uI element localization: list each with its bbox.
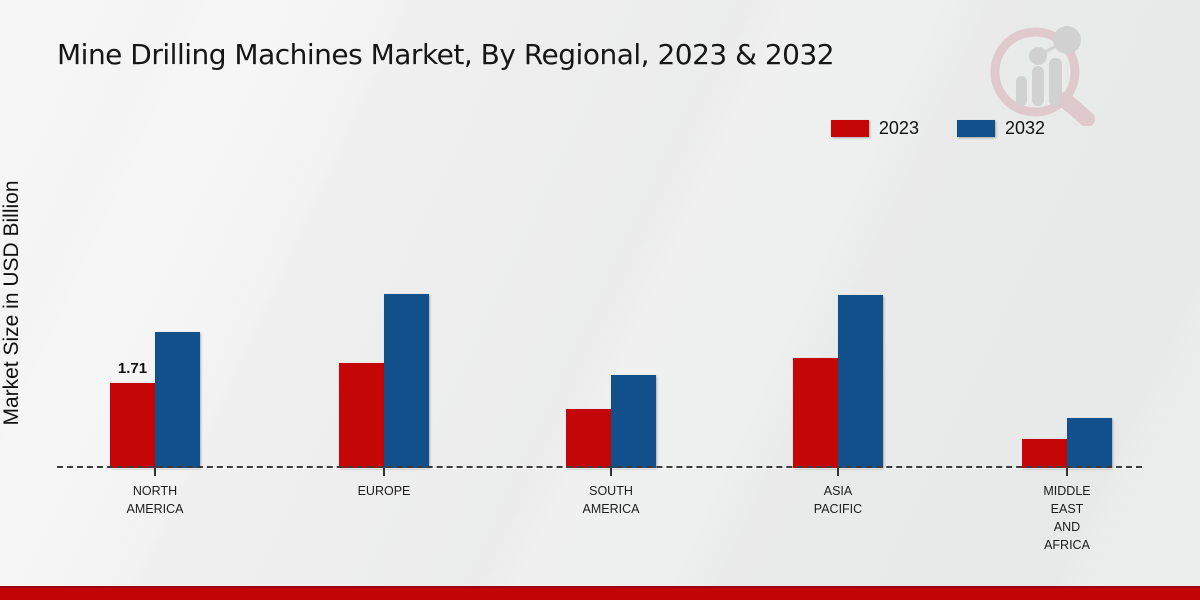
data-label-2023-north-america: 1.71	[117, 360, 148, 377]
legend-swatch-2032	[956, 120, 995, 137]
axis-tick-south-america	[610, 468, 612, 476]
axis-tick-europe	[383, 468, 385, 476]
x-axis-label-north-america: NORTH AMERICA	[126, 484, 184, 517]
legend-item-2032: 2032	[956, 118, 1045, 139]
legend-label-2023: 2023	[878, 118, 919, 138]
x-axis-label-south-america: SOUTH AMERICA	[582, 484, 640, 517]
market-research-future-logo-icon	[990, 26, 1095, 126]
legend-item-2023: 2023	[830, 118, 919, 139]
bar-2032-europe	[384, 294, 429, 468]
axis-tick-north-america	[154, 468, 156, 476]
bar-2032-middle-east-and-africa	[1067, 418, 1112, 468]
bar-2023-south-america	[566, 409, 611, 468]
bar-2023-europe	[339, 363, 384, 468]
x-axis-label-middle-east-and-africa: MIDDLE EAST AND AFRICA	[1043, 484, 1091, 553]
footer-accent-bar	[0, 586, 1200, 600]
bar-2032-north-america	[155, 332, 200, 468]
bar-2023-asia-pacific	[793, 358, 838, 468]
bar-2023-north-america	[110, 383, 155, 468]
x-axis-label-asia-pacific: ASIA PACIFIC	[813, 484, 863, 517]
axis-tick-asia-pacific	[837, 468, 839, 476]
bar-2032-south-america	[611, 375, 656, 468]
legend-swatch-2023	[830, 120, 869, 137]
x-axis-label-europe: EUROPE	[357, 484, 411, 498]
axis-tick-middle-east-and-africa	[1066, 468, 1068, 476]
x-axis-baseline	[57, 466, 1142, 468]
bar-2023-middle-east-and-africa	[1022, 439, 1067, 468]
bar-2032-asia-pacific	[838, 295, 883, 468]
chart-title: Mine Drilling Machines Market, By Region…	[57, 38, 835, 71]
legend: 2023 2032	[830, 118, 1045, 139]
legend-label-2032: 2032	[1004, 118, 1045, 138]
